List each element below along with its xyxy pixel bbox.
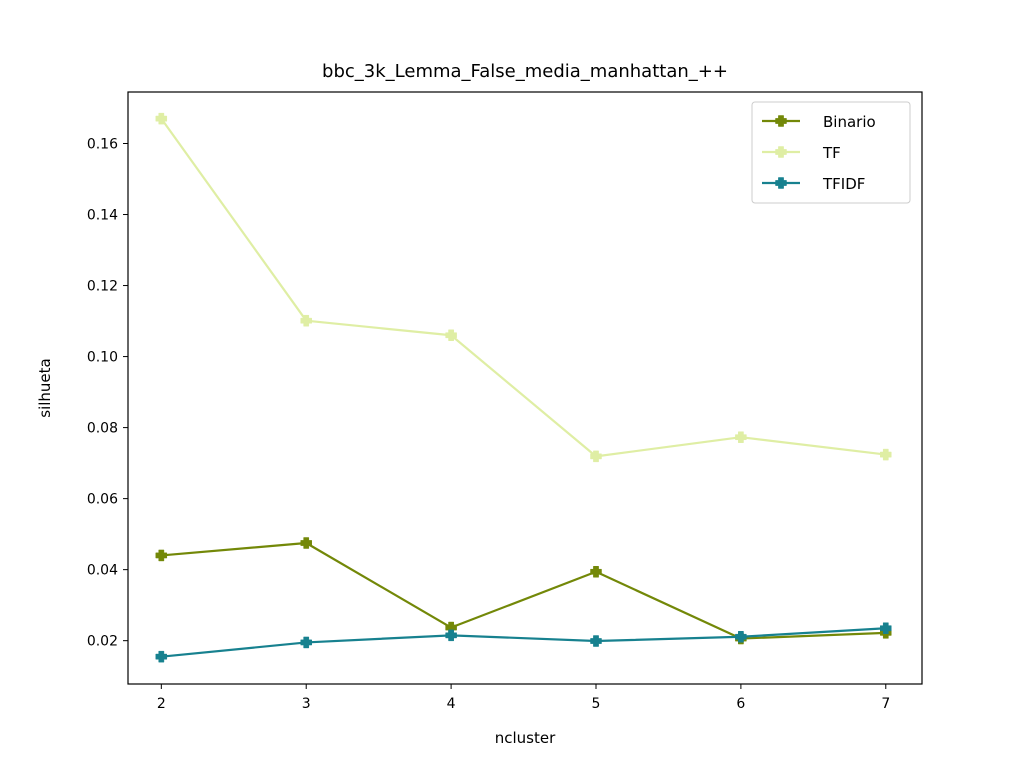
- data-point-binario: [590, 566, 602, 578]
- y-tick-label: 0.04: [87, 563, 118, 579]
- legend-marker-tf: [775, 146, 787, 158]
- legend-box: [751, 101, 911, 204]
- x-tick-label: 6: [736, 696, 745, 712]
- legend: Binario TF TFIDF: [751, 101, 911, 204]
- legend-entry-tfidf: TFIDF: [762, 175, 865, 193]
- x-tick-label: 5: [592, 696, 601, 712]
- x-tick-label: 2: [157, 696, 166, 712]
- chart-title: bbc_3k_Lemma_False_media_manhattan_++: [322, 61, 728, 82]
- legend-entry-binario: Binario: [762, 113, 876, 131]
- data-point-tf: [155, 112, 168, 125]
- data-point-binario: [300, 537, 312, 549]
- x-axis: 2 3 4 5 6 7: [157, 684, 890, 712]
- legend-label-binario: Binario: [823, 113, 876, 131]
- y-tick-label: 0.08: [87, 421, 118, 437]
- y-tick-label: 0.02: [87, 634, 118, 650]
- series-tf: [155, 112, 892, 463]
- y-tick-label: 0.06: [87, 492, 118, 508]
- x-tick-label: 3: [302, 696, 311, 712]
- series-line-tf: [160, 117, 886, 458]
- legend-label-tf: TF: [822, 144, 841, 162]
- y-axis-label: silhueta: [36, 358, 54, 417]
- legend-entry-tf: TF: [762, 144, 841, 162]
- legend-marker-tfidf: [775, 177, 787, 189]
- series-tfidf: [155, 622, 892, 663]
- plot-area: [155, 112, 892, 663]
- data-point-binario: [155, 549, 168, 562]
- data-point-tf: [880, 448, 892, 461]
- y-tick-label: 0.14: [87, 208, 118, 224]
- data-point-tf: [445, 329, 457, 342]
- data-point-tfidf: [155, 650, 168, 663]
- legend-label-tfidf: TFIDF: [822, 175, 865, 193]
- series-line-tfidf: [161, 627, 886, 658]
- data-point-tfidf: [445, 629, 457, 642]
- plot-frame: [127, 91, 923, 685]
- data-point-tfidf: [880, 622, 892, 634]
- y-tick-label: 0.16: [87, 136, 118, 152]
- data-point-tf: [590, 450, 602, 463]
- legend-marker-binario: [775, 115, 787, 127]
- data-point-tf: [300, 314, 312, 327]
- data-point-tf: [735, 431, 747, 443]
- x-tick-label: 7: [881, 696, 890, 712]
- data-point-tfidf: [300, 636, 312, 649]
- x-axis-label: ncluster: [495, 729, 556, 747]
- data-point-tfidf: [735, 631, 747, 643]
- y-axis: 0.02 0.04 0.06 0.08 0.10 0.12 0.14 0.16: [87, 136, 128, 650]
- series-line-binario: [161, 541, 886, 640]
- y-tick-label: 0.10: [87, 350, 118, 366]
- data-point-tfidf: [590, 635, 602, 647]
- y-tick-label: 0.12: [87, 279, 118, 295]
- x-tick-label: 4: [447, 696, 456, 712]
